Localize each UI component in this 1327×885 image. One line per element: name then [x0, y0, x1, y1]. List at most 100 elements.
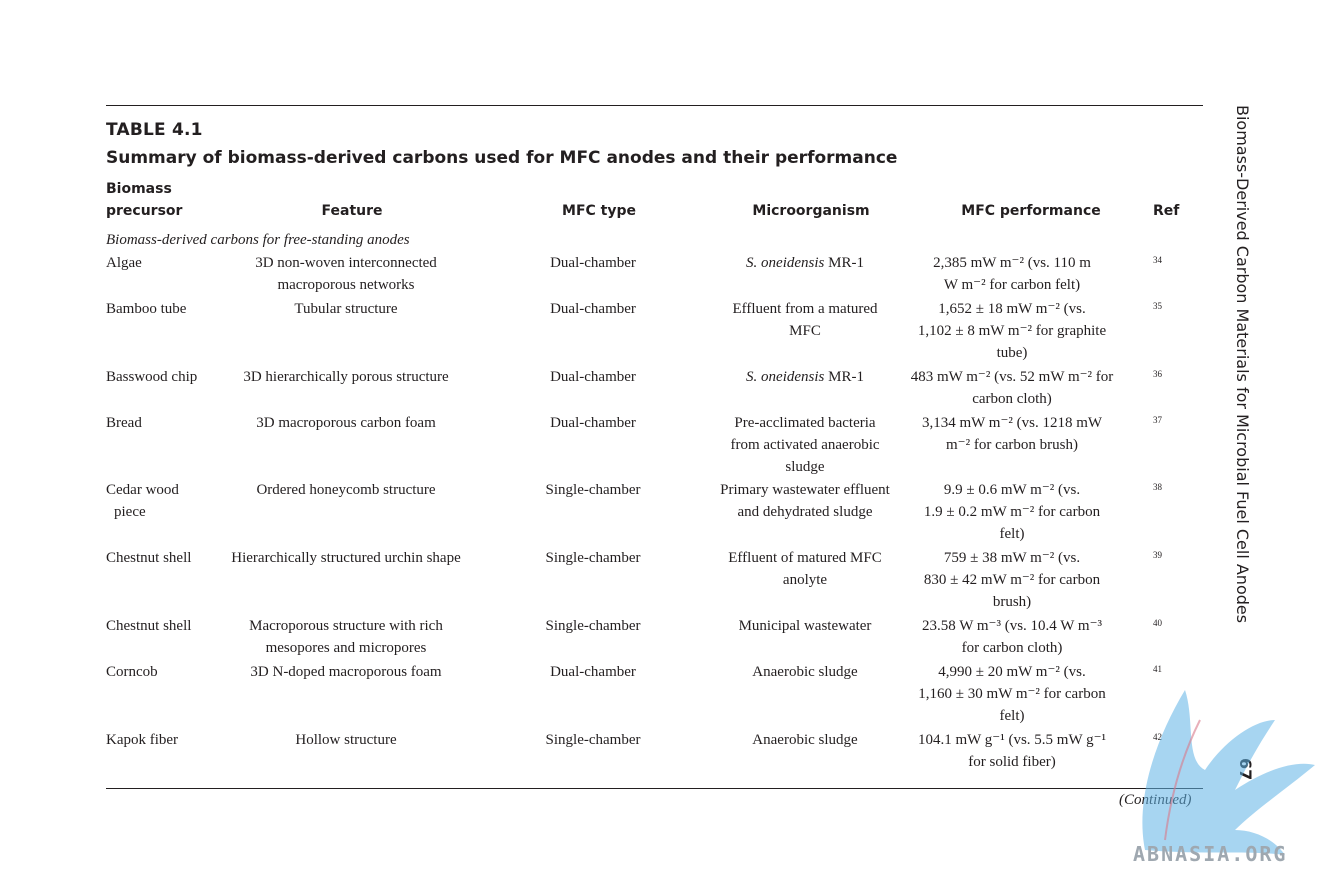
microorganism-text: MFC [789, 323, 821, 339]
cell-mfc-performance: 759 ± 38 mW m⁻² (vs. [943, 550, 1081, 566]
cell-microorganism: anolyte [783, 569, 827, 591]
cell-ref: 39 [1153, 550, 1162, 560]
cell-microorganism: S. oneidensis MR-1 [746, 366, 864, 388]
table-label: TABLE 4.1 [106, 120, 203, 140]
cell-precursor: Bread [106, 415, 142, 431]
cell-mfc-performance: W m⁻² for carbon felt) [943, 277, 1081, 293]
cell-microorganism: S. oneidensis MR-1 [746, 252, 864, 274]
cell-microorganism: Primary wastewater effluent [720, 479, 890, 501]
cell-mfc-performance: 104.1 mW g⁻¹ (vs. 5.5 mW g⁻¹ [917, 732, 1107, 748]
header-feature: Feature [321, 203, 383, 219]
cell-mfc-performance: 3,134 mW m⁻² (vs. 1218 mW [921, 415, 1103, 431]
cell-microorganism: and dehydrated sludge [738, 501, 873, 523]
cell-mfc-type: Single-chamber [545, 482, 641, 498]
species-name: S. oneidensis [746, 369, 825, 385]
cell-mfc-performance: 23.58 W m⁻³ (vs. 10.4 W m⁻³ [922, 618, 1102, 634]
cell-feature: 3D hierarchically porous structure [243, 369, 449, 385]
cell-mfc-performance: brush) [992, 594, 1032, 610]
microorganism-text: MR-1 [824, 369, 864, 385]
cell-mfc-performance: 830 ± 42 mW m⁻² for carbon [923, 572, 1101, 588]
cell-mfc-performance: felt) [999, 526, 1025, 542]
cell-feature: Hierarchically structured urchin shape [231, 550, 461, 566]
cell-mfc-performance: 2,385 mW m⁻² (vs. 110 m [933, 255, 1091, 271]
cell-precursor: Algae [106, 255, 142, 271]
microorganism-text: and dehydrated sludge [737, 504, 873, 520]
cell-mfc-performance: 4,990 ± 20 mW m⁻² (vs. [938, 664, 1086, 680]
cell-ref: 37 [1153, 415, 1162, 425]
cell-mfc-performance: felt) [999, 708, 1025, 724]
microorganism-text: Effluent from a matured [732, 301, 878, 317]
cell-mfc-type: Dual-chamber [550, 664, 636, 680]
cell-ref: 38 [1153, 482, 1162, 492]
cell-feature: Tubular structure [294, 301, 398, 317]
cell-ref: 42 [1153, 732, 1162, 742]
cell-precursor: Corncob [106, 664, 158, 680]
microorganism-text: MR-1 [824, 255, 864, 271]
cell-microorganism: from activated anaerobic [730, 434, 879, 456]
header-mfc-type: MFC type [562, 203, 636, 219]
watermark-text: ABNASIA.ORG [1133, 842, 1288, 866]
cell-feature: mesopores and micropores [265, 640, 427, 656]
species-name: S. oneidensis [746, 255, 825, 271]
cell-feature: 3D macroporous carbon foam [256, 415, 436, 431]
cell-mfc-performance: 1.9 ± 0.2 mW m⁻² for carbon [923, 504, 1101, 520]
cell-microorganism: Effluent of matured MFC [728, 547, 881, 569]
cell-mfc-type: Dual-chamber [550, 415, 636, 431]
microorganism-text: anolyte [782, 572, 828, 588]
header-mfc-performance: MFC performance [961, 203, 1101, 219]
microorganism-text: Effluent of matured MFC [728, 550, 882, 566]
header-microorganism: Microorganism [752, 203, 870, 219]
microorganism-text: Primary wastewater effluent [720, 482, 890, 498]
cell-ref: 40 [1153, 618, 1162, 628]
cell-microorganism: Pre-acclimated bacteria [734, 412, 875, 434]
cell-feature: macroporous networks [277, 277, 415, 293]
cell-ref: 34 [1153, 255, 1162, 265]
cell-microorganism: Anaerobic sludge [752, 661, 857, 683]
cell-mfc-type: Dual-chamber [550, 301, 636, 317]
cell-precursor: Basswood chip [106, 369, 198, 385]
cell-mfc-type: Dual-chamber [550, 255, 636, 271]
cell-precursor: Bamboo tube [106, 301, 187, 317]
cell-feature: Macroporous structure with rich [249, 618, 443, 634]
cell-precursor: Cedar wood [106, 482, 179, 498]
table-caption: Summary of biomass-derived carbons used … [106, 148, 898, 168]
running-head: Biomass-Derived Carbon Materials for Mic… [1233, 105, 1252, 624]
cell-mfc-performance: carbon cloth) [972, 391, 1052, 407]
table-top-rule [106, 105, 1203, 106]
microorganism-text: Anaerobic sludge [752, 732, 858, 748]
cell-mfc-type: Dual-chamber [550, 369, 636, 385]
cell-ref: 35 [1153, 301, 1162, 311]
cell-microorganism: MFC [789, 320, 821, 342]
cell-mfc-performance: 1,102 ± 8 mW m⁻² for graphite [917, 323, 1107, 339]
watermark-logo [1142, 690, 1315, 855]
cell-feature: Ordered honeycomb structure [256, 482, 436, 498]
header-ref: Ref [1153, 203, 1180, 219]
cell-precursor: Chestnut shell [106, 618, 192, 634]
header-biomass-precursor: Biomass precursor [106, 181, 183, 219]
cell-mfc-performance: tube) [996, 345, 1028, 361]
cell-mfc-type: Single-chamber [545, 550, 641, 566]
microorganism-text: from activated anaerobic [730, 437, 880, 453]
microorganism-text: sludge [785, 459, 825, 475]
cell-feature: 3D non-woven interconnected [255, 255, 437, 271]
cell-feature: Hollow structure [295, 732, 397, 748]
cell-precursor: Kapok fiber [106, 732, 179, 748]
section-title: Biomass-derived carbons for free-standin… [106, 232, 410, 248]
cell-mfc-performance: 483 mW m⁻² (vs. 52 mW m⁻² for [910, 369, 1114, 385]
cell-mfc-performance: 1,160 ± 30 mW m⁻² for carbon [918, 686, 1106, 702]
cell-mfc-performance: for carbon cloth) [961, 640, 1063, 656]
cell-mfc-performance: 1,652 ± 18 mW m⁻² (vs. [938, 301, 1086, 317]
microorganism-text: Anaerobic sludge [752, 664, 858, 680]
cell-mfc-type: Single-chamber [545, 618, 641, 634]
cell-mfc-performance: m⁻² for carbon brush) [946, 437, 1078, 453]
cell-precursor: piece [114, 504, 146, 520]
table-bottom-rule [106, 788, 1203, 789]
microorganism-text: Municipal wastewater [738, 618, 872, 634]
cell-microorganism: Effluent from a matured [732, 298, 877, 320]
microorganism-text: Pre-acclimated bacteria [734, 415, 876, 431]
cell-feature: 3D N-doped macroporous foam [250, 664, 442, 680]
cell-microorganism: Municipal wastewater [739, 615, 872, 637]
cell-ref: 41 [1153, 664, 1162, 674]
cell-ref: 36 [1153, 369, 1162, 379]
cell-mfc-type: Single-chamber [545, 732, 641, 748]
